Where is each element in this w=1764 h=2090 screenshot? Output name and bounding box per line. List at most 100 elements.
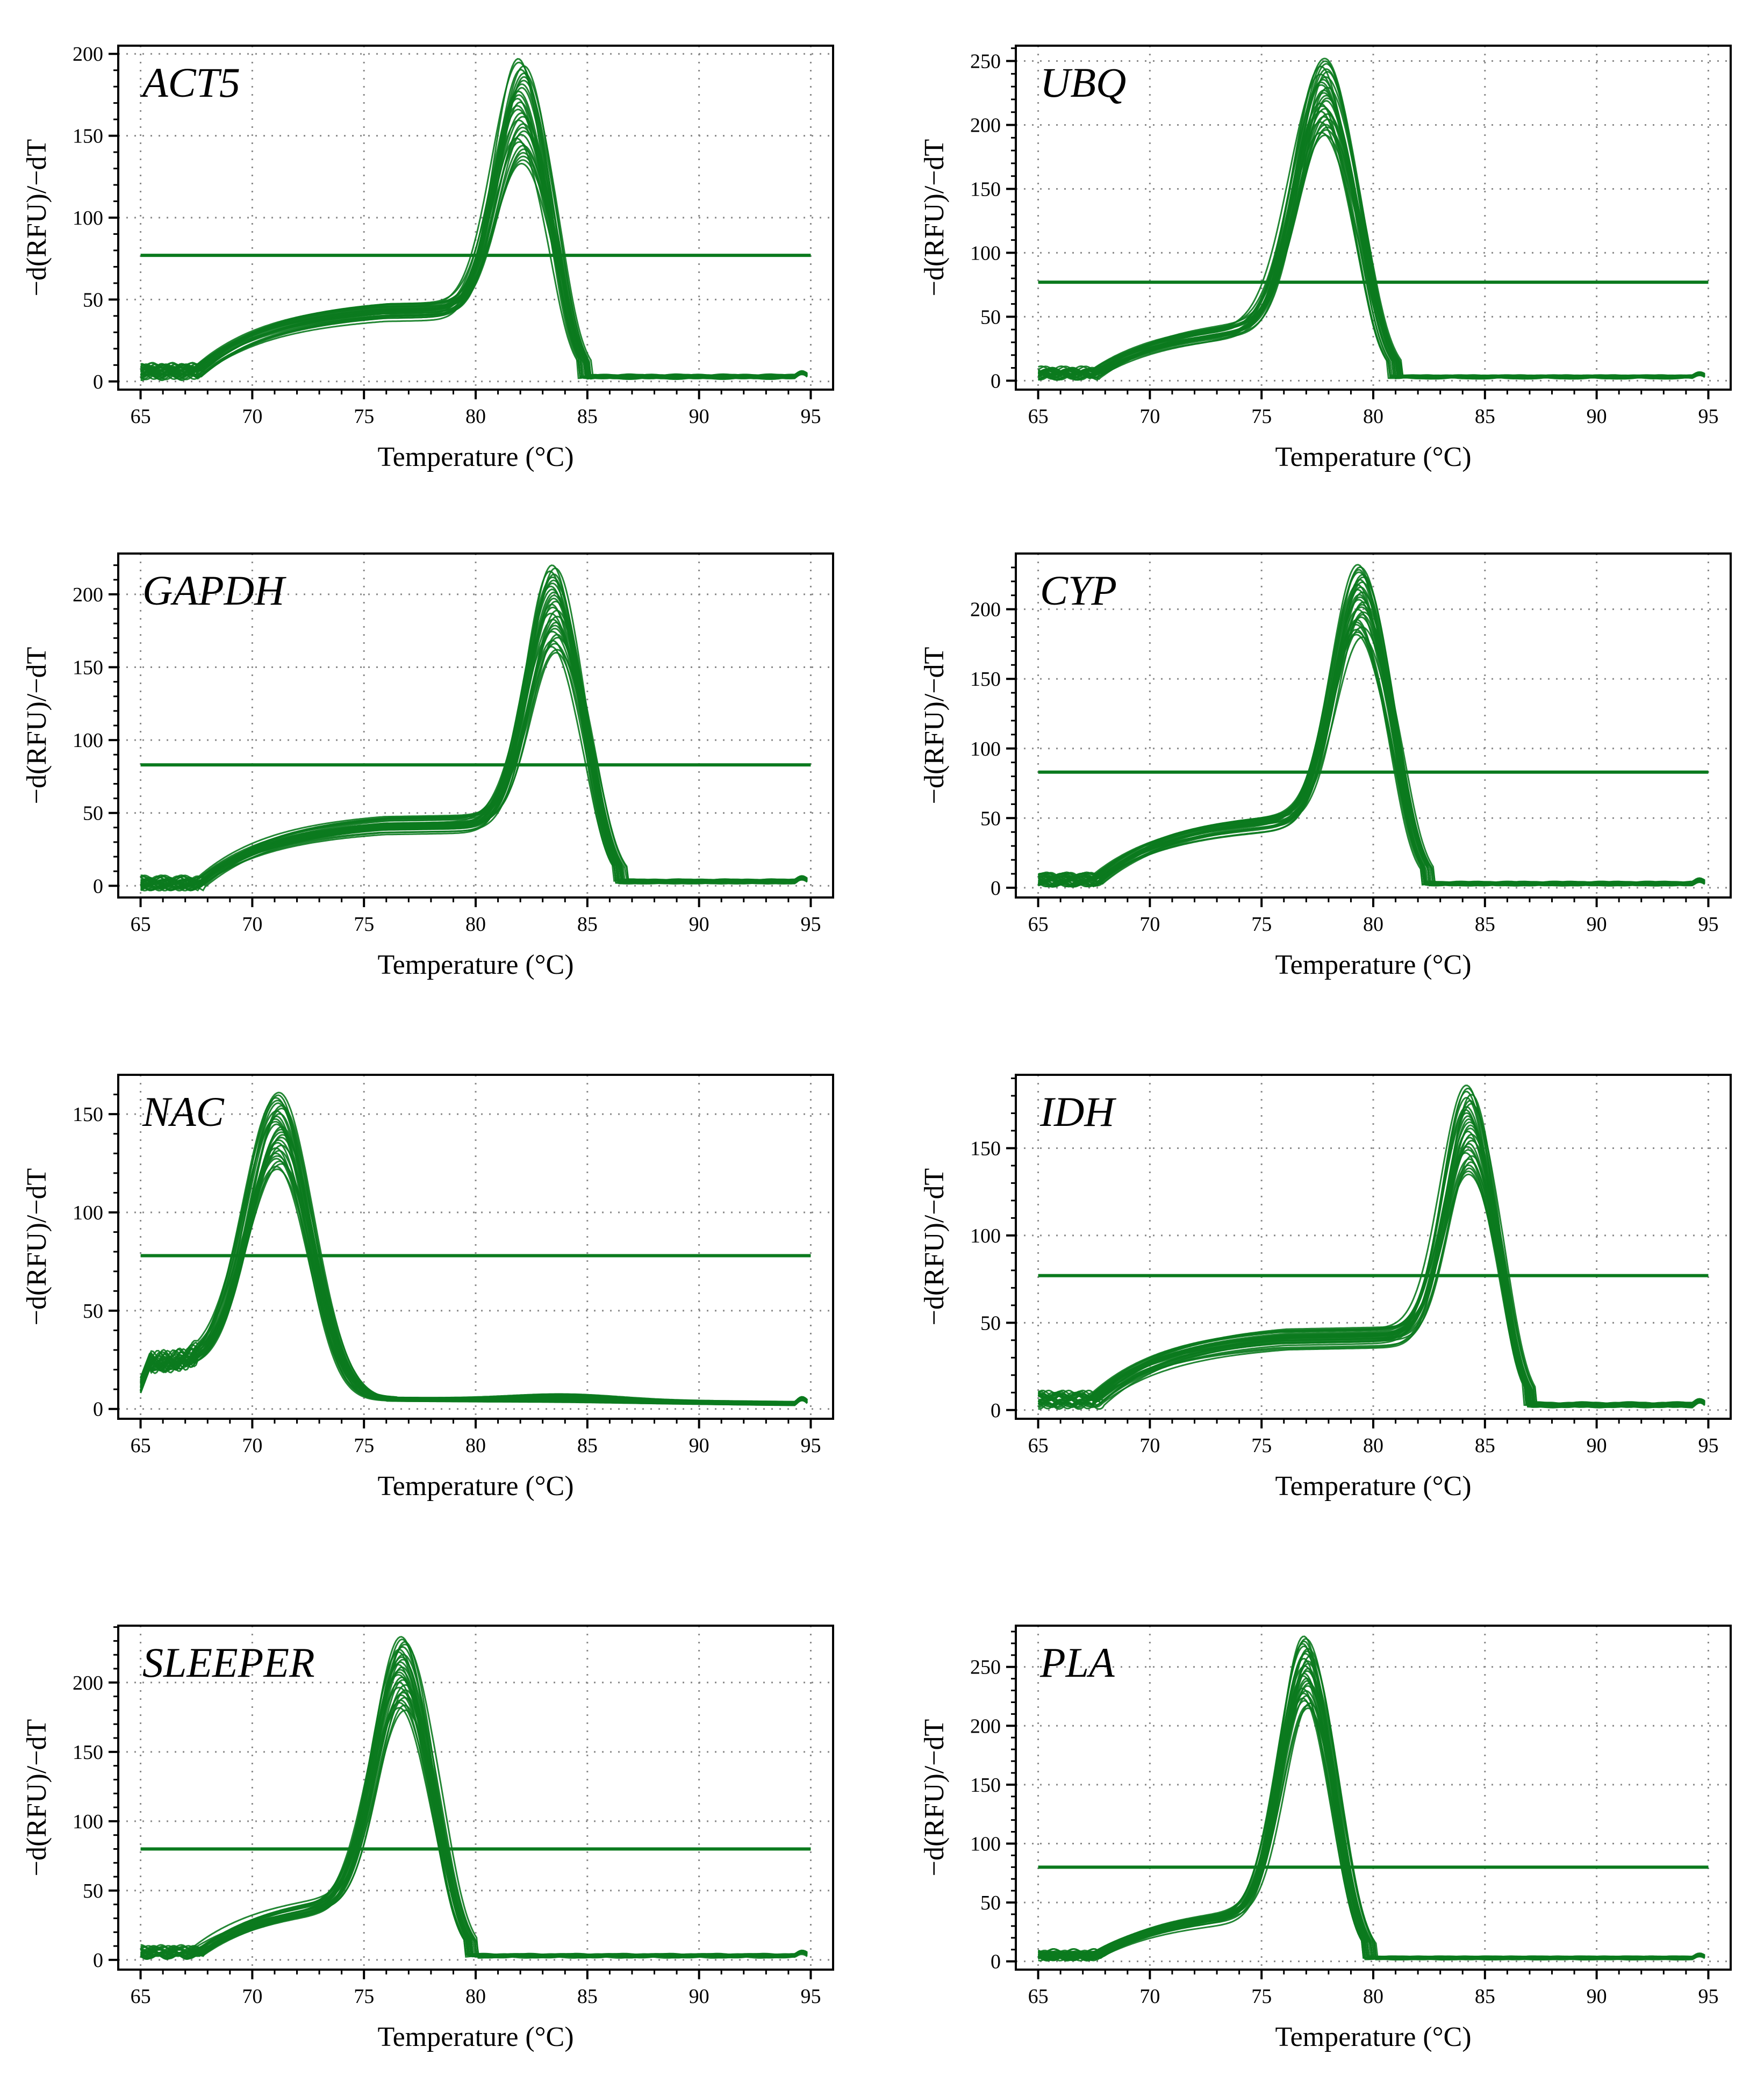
y-tick-label: 0: [991, 1951, 1001, 1973]
melt-curves: [1037, 1084, 1705, 1410]
melt-curve: [1038, 564, 1705, 884]
melt-curve: [1037, 63, 1705, 379]
x-tick-label: 75: [354, 405, 374, 428]
x-axis-title: Temperature (°C): [377, 950, 573, 980]
panel-title: IDH: [1039, 1088, 1116, 1135]
y-tick-label: 200: [73, 1672, 103, 1694]
x-tick-label: 80: [465, 1434, 486, 1457]
y-axis-title: −d(RFU)/−dT: [919, 139, 950, 297]
y-tick-label: 100: [970, 1225, 1001, 1247]
x-tick-label: 95: [800, 1434, 821, 1457]
y-tick-label: 100: [970, 738, 1001, 760]
y-tick-label: 50: [980, 807, 1001, 830]
x-tick-label: 80: [465, 913, 486, 936]
y-tick-label: 0: [991, 877, 1001, 900]
y-tick-label: 150: [970, 668, 1001, 691]
y-axis-title: −d(RFU)/−dT: [21, 1168, 52, 1326]
x-tick-label: 90: [1587, 1985, 1607, 2008]
x-tick-label: 70: [242, 1434, 262, 1457]
x-tick-label: 80: [1363, 405, 1383, 428]
x-tick-label: 90: [1587, 1434, 1607, 1457]
melt-curve: [140, 588, 808, 885]
panel-idh: 65 70 75 80 85 90 95 0 50 100 150 Temperature (°C) −…: [919, 1074, 1732, 1502]
x-tick-label: 85: [577, 913, 598, 936]
y-tick-label: 150: [73, 1103, 103, 1126]
x-tick-label: 75: [1251, 1985, 1272, 2008]
gridlines: [118, 1626, 833, 1970]
y-tick-label: 200: [970, 114, 1001, 137]
y-tick-label: 50: [980, 1312, 1001, 1334]
y-tick-label: 150: [73, 125, 103, 148]
melt-curves: [140, 58, 808, 382]
x-tick-label: 70: [1139, 1434, 1160, 1457]
y-tick-label: 50: [980, 1892, 1001, 1914]
x-tick-label: 70: [1139, 913, 1160, 936]
y-tick-label: 200: [73, 43, 103, 66]
x-tick-label: 70: [242, 913, 262, 936]
x-tick-label: 85: [1475, 913, 1495, 936]
x-tick-label: 80: [465, 1985, 486, 2008]
melt-curve: [140, 564, 808, 892]
panel-title: ACT5: [140, 59, 240, 106]
melt-curve: [1037, 1094, 1705, 1406]
x-tick-label: 85: [1475, 405, 1495, 428]
x-axis-title: Temperature (°C): [1275, 442, 1471, 472]
x-tick-label: 70: [1139, 405, 1160, 428]
x-tick-label: 70: [1139, 1985, 1160, 2008]
x-tick-label: 80: [1363, 1434, 1383, 1457]
y-tick-label: 150: [73, 1741, 103, 1764]
x-tick-label: 70: [242, 405, 262, 428]
x-tick-label: 95: [1698, 913, 1718, 936]
y-tick-label: 150: [970, 1137, 1001, 1160]
x-tick-label: 85: [577, 1985, 598, 2008]
gridlines: [1016, 46, 1731, 390]
panel-pla: 65 70 75 80 85 90 95 0 50 100 150 200 250 Temperature…: [919, 1625, 1732, 2052]
x-tick-label: 90: [689, 1985, 709, 2008]
y-tick-label: 0: [991, 370, 1001, 392]
y-tick-label: 200: [970, 599, 1001, 621]
y-axis-title: −d(RFU)/−dT: [919, 647, 950, 805]
y-tick-label: 250: [970, 1656, 1001, 1679]
x-tick-label: 90: [689, 405, 709, 428]
x-tick-label: 75: [354, 1985, 374, 2008]
melt-curves: [140, 1636, 808, 1960]
x-tick-label: 95: [800, 913, 821, 936]
melt-curve: [140, 567, 808, 891]
plot-area: [1016, 1075, 1731, 1419]
panel-gapdh: 65 70 75 80 85 90 95 0 50 100 150 200 Temperature (°…: [21, 552, 834, 980]
x-axis-title: Temperature (°C): [1275, 1471, 1471, 1502]
melt-curve: [1037, 58, 1705, 378]
x-tick-label: 75: [354, 1434, 374, 1457]
x-tick-label: 95: [800, 1985, 821, 2008]
x-axis-title: Temperature (°C): [377, 1471, 573, 1502]
y-tick-label: 100: [73, 1811, 103, 1833]
x-tick-label: 65: [131, 1985, 151, 2008]
melt-curves: [140, 564, 808, 892]
y-tick-label: 200: [970, 1715, 1001, 1737]
y-axis-title: −d(RFU)/−dT: [919, 1168, 950, 1326]
panel-title: UBQ: [1040, 59, 1126, 106]
x-tick-label: 90: [1587, 913, 1607, 936]
gridlines: [118, 46, 833, 390]
y-tick-label: 150: [970, 1774, 1001, 1797]
x-tick-label: 75: [1251, 405, 1272, 428]
x-tick-label: 85: [577, 405, 598, 428]
y-tick-label: 100: [970, 1833, 1001, 1855]
x-tick-label: 85: [1475, 1434, 1495, 1457]
panel-nac: 65 70 75 80 85 90 95 0 50 100 150 Temperature (°C) −…: [21, 1074, 834, 1502]
x-tick-label: 65: [1028, 1434, 1049, 1457]
gridlines: [118, 1075, 833, 1419]
y-axis-title: −d(RFU)/−dT: [919, 1719, 950, 1877]
y-tick-label: 0: [93, 1398, 103, 1421]
y-tick-label: 0: [93, 371, 103, 393]
x-tick-label: 75: [1251, 1434, 1272, 1457]
melt-curve: [140, 58, 808, 380]
x-tick-label: 90: [689, 1434, 709, 1457]
panel-title: NAC: [142, 1088, 225, 1135]
panel-title: CYP: [1040, 567, 1117, 614]
y-tick-label: 50: [83, 289, 103, 311]
y-tick-label: 150: [73, 657, 103, 679]
gridlines: [1016, 1626, 1731, 1970]
x-tick-label: 75: [354, 913, 374, 936]
